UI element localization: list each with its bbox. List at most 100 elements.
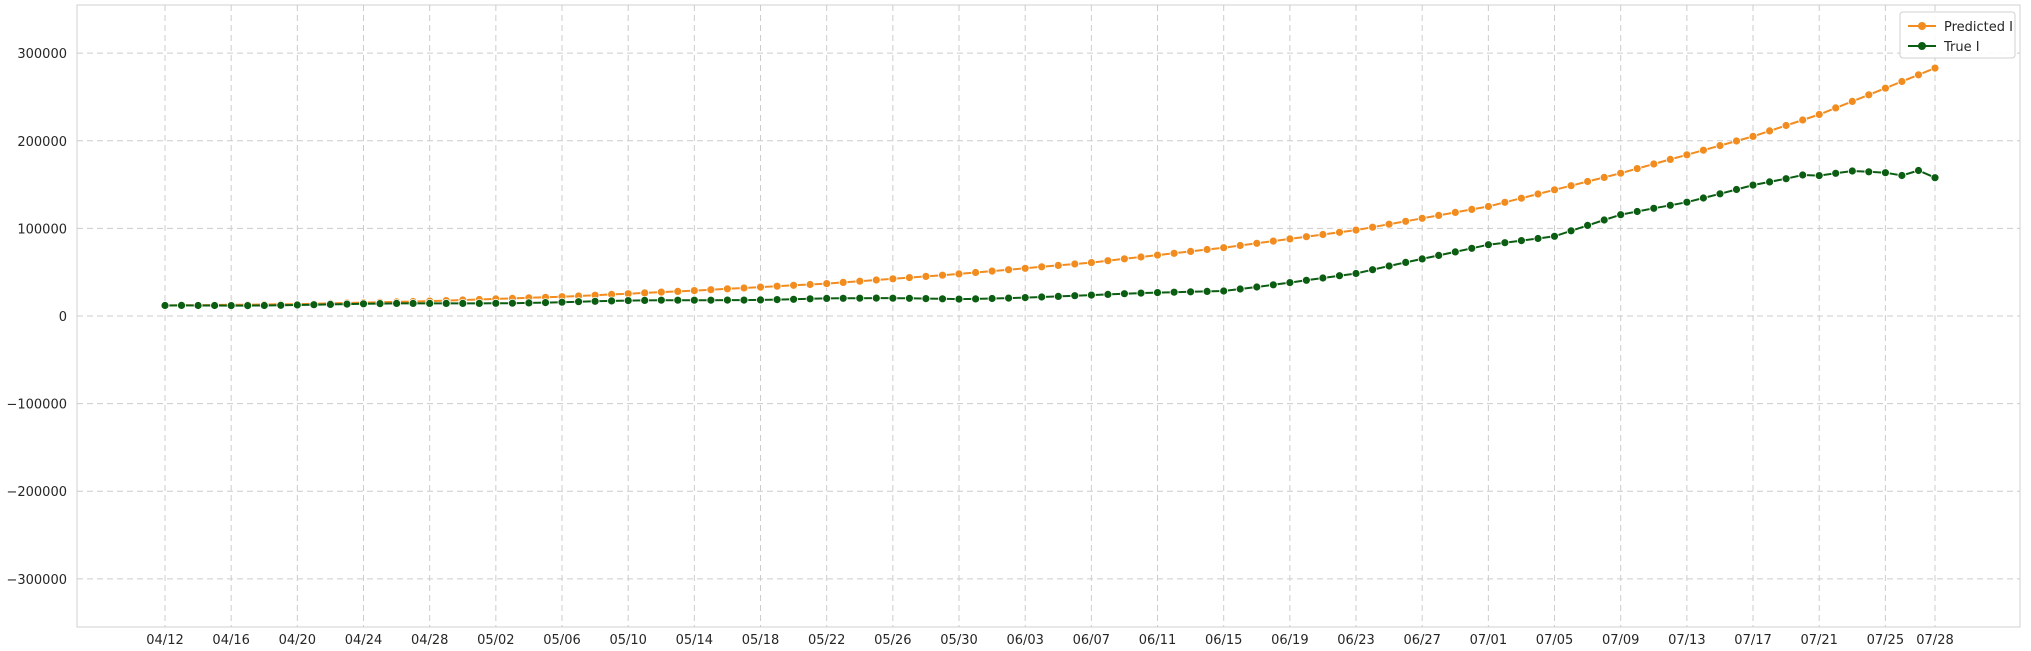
data-point [359,299,368,309]
data-point [1533,234,1543,243]
data-point [1632,207,1642,216]
data-point [1053,291,1063,301]
data-point [1318,230,1328,239]
data-point [1120,289,1129,299]
legend-marker [1918,22,1926,30]
data-point [871,275,881,285]
data-point [673,295,683,305]
data-point [1699,145,1708,155]
data-point [1864,167,1874,177]
data-point [441,298,451,308]
x-tick-label: 06/19 [1271,633,1308,648]
data-point [1219,243,1229,253]
data-point [689,286,699,296]
data-point [1153,250,1162,260]
data-point [1186,287,1195,297]
data-point [971,294,980,304]
data-point [1368,265,1377,275]
data-point [805,280,815,289]
data-point [1864,90,1874,100]
data-point [789,294,798,304]
data-point [1136,288,1146,298]
data-point [1384,219,1394,229]
data-point [656,287,666,297]
data-point [1186,246,1195,256]
x-tick-label: 06/03 [1006,633,1043,648]
x-tick-label: 04/16 [212,633,249,648]
data-point [673,286,683,296]
data-point [1202,286,1212,296]
data-point [1318,273,1328,283]
data-point [954,294,964,304]
legend-marker [1918,42,1926,50]
data-point [805,294,815,304]
data-point [1682,197,1692,207]
data-point [1699,193,1708,203]
data-point [243,301,253,311]
data-point [1235,284,1245,294]
data-point [1781,121,1791,130]
data-point [1748,131,1758,141]
data-point [425,298,435,308]
data-point [1517,236,1526,246]
x-tick-label: 05/14 [676,633,713,648]
data-point [1037,262,1047,272]
data-point [723,295,732,305]
x-tick-label: 05/30 [940,633,977,648]
series-group [160,63,1940,311]
data-point [524,298,534,308]
data-point [1070,291,1080,301]
data-point [888,274,898,284]
data-point [1401,216,1411,226]
data-point [1930,173,1940,183]
data-point [1914,166,1923,175]
data-point [888,293,898,303]
data-point [1897,171,1907,180]
data-point [1368,222,1377,232]
data-point [1748,180,1758,190]
data-point [1583,177,1592,186]
data-point [1550,185,1559,195]
data-point [1004,293,1013,303]
data-point [607,296,616,306]
data-point [1765,126,1774,136]
x-tick-label: 06/15 [1205,633,1242,648]
data-point [1434,250,1444,260]
data-point [491,298,501,308]
data-point [706,285,716,295]
data-point [1632,164,1642,174]
data-point [1020,263,1030,273]
data-point [1814,171,1824,181]
data-point [1732,185,1741,194]
data-point [1566,181,1576,191]
y-axis-tick-labels: −300000 −200000 −100000 0 100000 200000 300000 [6,47,67,588]
y-tick-label: 200000 [17,135,67,150]
data-point [1765,177,1774,187]
data-point [921,271,931,281]
data-point [1252,238,1262,248]
data-point [193,301,203,310]
data-point [309,300,319,310]
data-point [871,293,881,303]
x-tick-label: 04/12 [146,633,183,648]
data-point [772,295,782,305]
data-point [1583,220,1592,230]
data-point [1450,247,1460,257]
data-point [855,293,865,303]
data-point [1268,236,1278,246]
data-point [640,288,650,298]
data-point [1384,261,1394,271]
data-point [557,297,567,307]
data-point [1798,170,1808,180]
data-point [541,298,550,308]
data-point [938,294,947,304]
data-point [508,298,517,308]
data-point [259,301,269,310]
data-point [1252,282,1262,292]
x-tick-label: 06/27 [1403,633,1440,648]
data-point [1103,289,1113,299]
data-point [1550,231,1559,241]
data-point [1814,110,1824,119]
data-point [375,299,385,309]
data-point [905,273,914,283]
